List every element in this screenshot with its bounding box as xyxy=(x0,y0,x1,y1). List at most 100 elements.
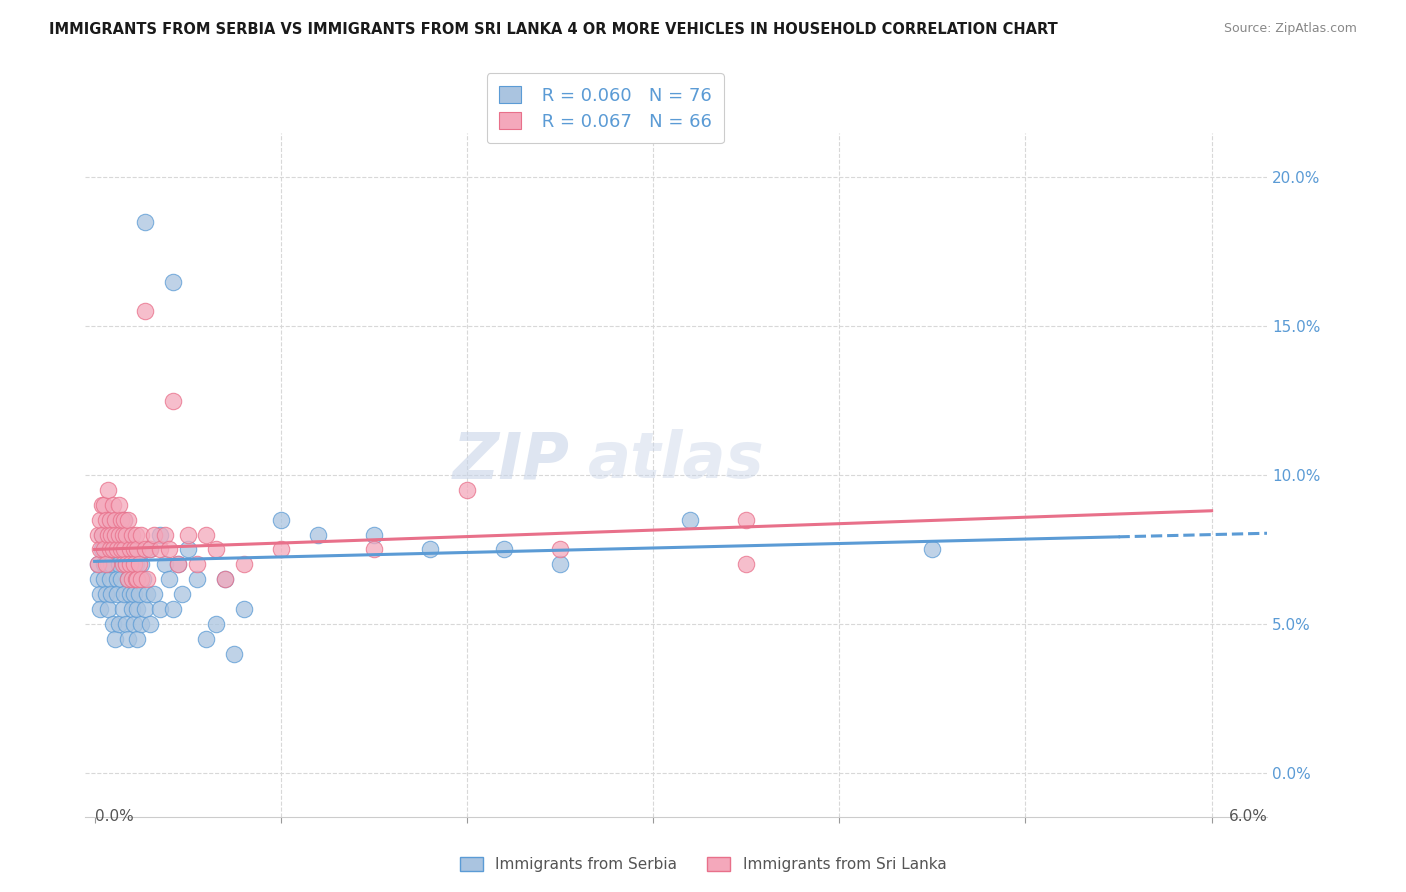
Point xyxy=(548,558,571,572)
Text: atlas: atlas xyxy=(588,429,765,491)
Point xyxy=(186,572,208,586)
Point xyxy=(89,602,111,616)
Point xyxy=(494,542,516,557)
Point xyxy=(115,558,138,572)
Point xyxy=(111,558,134,572)
Point xyxy=(115,616,138,631)
Point xyxy=(117,513,139,527)
Point xyxy=(97,527,120,541)
Point xyxy=(87,558,110,572)
Point xyxy=(224,647,246,661)
Point xyxy=(270,513,292,527)
Point xyxy=(98,572,121,586)
Point xyxy=(93,558,115,572)
Point xyxy=(232,558,254,572)
Point xyxy=(111,527,134,541)
Point xyxy=(100,527,122,541)
Point xyxy=(118,587,141,601)
Point xyxy=(110,513,132,527)
Point xyxy=(128,587,150,601)
Point xyxy=(127,572,149,586)
Point xyxy=(307,527,329,541)
Point xyxy=(98,513,121,527)
Point xyxy=(735,558,758,572)
Point xyxy=(118,558,141,572)
Point xyxy=(124,572,146,586)
Point xyxy=(112,542,135,557)
Point xyxy=(232,602,254,616)
Point xyxy=(122,587,145,601)
Point xyxy=(139,542,162,557)
Point xyxy=(117,572,139,586)
Point xyxy=(127,632,149,646)
Point xyxy=(735,513,758,527)
Point xyxy=(121,527,143,541)
Point xyxy=(117,632,139,646)
Point xyxy=(204,616,226,631)
Point xyxy=(149,602,172,616)
Point xyxy=(122,542,145,557)
Point xyxy=(108,498,131,512)
Point xyxy=(117,572,139,586)
Point xyxy=(139,616,162,631)
Point xyxy=(135,572,157,586)
Point xyxy=(214,572,236,586)
Point xyxy=(124,572,146,586)
Point xyxy=(97,602,120,616)
Point xyxy=(104,632,127,646)
Point xyxy=(111,602,134,616)
Point xyxy=(98,542,121,557)
Legend:  R = 0.060   N = 76,  R = 0.067   N = 66: R = 0.060 N = 76, R = 0.067 N = 66 xyxy=(486,73,724,144)
Text: Source: ZipAtlas.com: Source: ZipAtlas.com xyxy=(1223,22,1357,36)
Point xyxy=(105,572,128,586)
Text: ZIP: ZIP xyxy=(453,429,569,491)
Point xyxy=(204,542,226,557)
Point xyxy=(100,587,122,601)
Point xyxy=(110,542,132,557)
Point xyxy=(121,572,143,586)
Point xyxy=(93,498,115,512)
Point xyxy=(103,542,125,557)
Point xyxy=(87,558,110,572)
Point xyxy=(108,527,131,541)
Point xyxy=(87,572,110,586)
Point xyxy=(124,558,146,572)
Point xyxy=(91,527,114,541)
Point xyxy=(97,483,120,497)
Point xyxy=(419,542,441,557)
Text: 0.0%: 0.0% xyxy=(94,808,134,823)
Text: IMMIGRANTS FROM SERBIA VS IMMIGRANTS FROM SRI LANKA 4 OR MORE VEHICLES IN HOUSEH: IMMIGRANTS FROM SERBIA VS IMMIGRANTS FRO… xyxy=(49,22,1057,37)
Point xyxy=(162,602,184,616)
Point xyxy=(112,513,135,527)
Point xyxy=(139,542,162,557)
Point xyxy=(134,542,156,557)
Point xyxy=(110,527,132,541)
Point xyxy=(103,527,125,541)
Point xyxy=(112,513,135,527)
Point xyxy=(172,587,194,601)
Point xyxy=(129,572,152,586)
Point xyxy=(98,513,121,527)
Point xyxy=(89,513,111,527)
Point xyxy=(127,542,149,557)
Point xyxy=(115,527,138,541)
Point xyxy=(157,572,180,586)
Point xyxy=(176,527,198,541)
Point xyxy=(94,513,117,527)
Point xyxy=(127,602,149,616)
Point xyxy=(89,587,111,601)
Point xyxy=(94,542,117,557)
Point xyxy=(456,483,478,497)
Point xyxy=(94,587,117,601)
Point xyxy=(134,602,156,616)
Point xyxy=(134,304,156,318)
Point xyxy=(103,498,125,512)
Point xyxy=(162,393,184,408)
Point xyxy=(167,558,190,572)
Point xyxy=(89,542,111,557)
Text: 6.0%: 6.0% xyxy=(1229,808,1267,823)
Point xyxy=(118,558,141,572)
Point xyxy=(118,542,141,557)
Legend: Immigrants from Serbia, Immigrants from Sri Lanka: Immigrants from Serbia, Immigrants from … xyxy=(453,849,953,880)
Point xyxy=(93,572,115,586)
